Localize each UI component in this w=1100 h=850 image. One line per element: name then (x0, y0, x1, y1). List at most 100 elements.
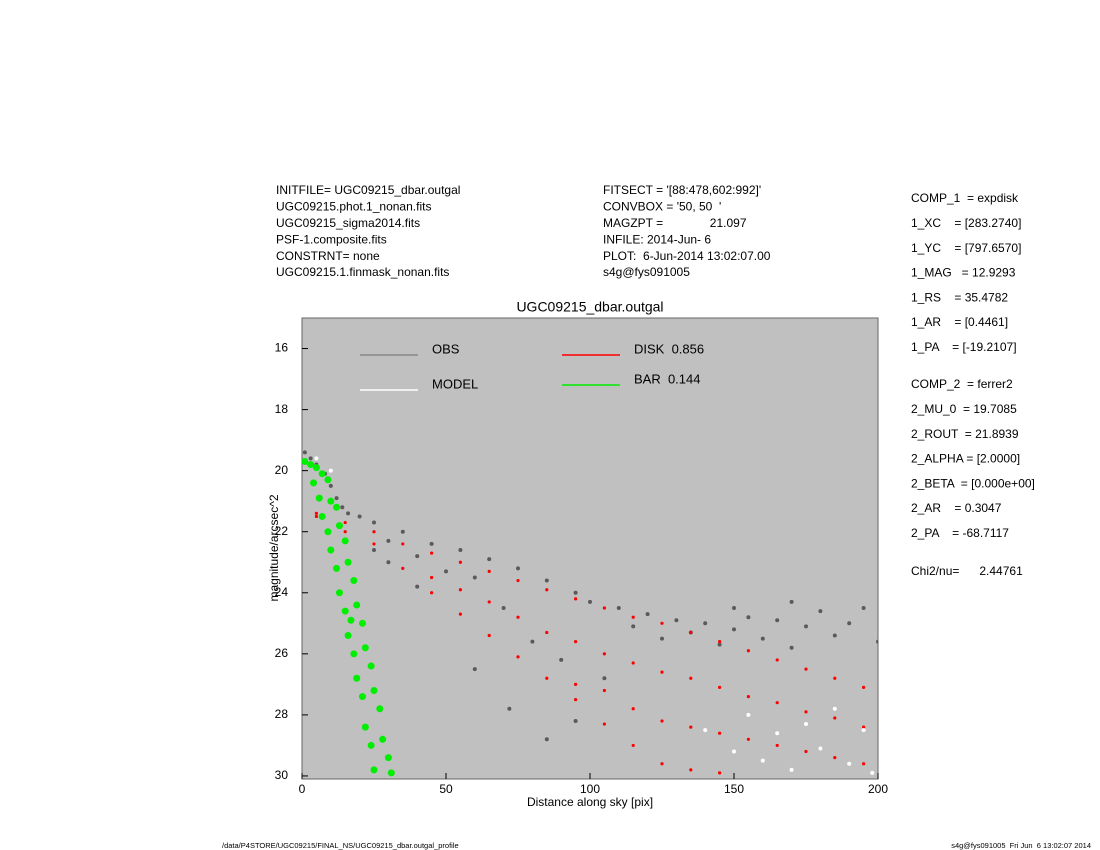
point (545, 588, 549, 592)
point (516, 566, 520, 571)
point (804, 624, 808, 629)
point (818, 746, 823, 751)
point (340, 505, 345, 510)
point (370, 766, 378, 774)
point (372, 542, 376, 546)
point (574, 698, 578, 702)
plot-area (302, 450, 878, 777)
point (372, 548, 376, 553)
point (357, 514, 362, 519)
point (333, 503, 341, 511)
point (574, 682, 578, 686)
info-middle: s4g@fys091005 (603, 265, 690, 279)
point (487, 569, 491, 573)
point (746, 615, 751, 620)
point (314, 511, 318, 515)
point (775, 743, 779, 748)
y-tick-label: 24 (275, 585, 289, 599)
x-tick-label: 150 (724, 782, 744, 796)
point (328, 483, 333, 488)
point (616, 606, 621, 611)
param: 2_PA = -68.7117 (911, 526, 1009, 540)
info-left: CONSTRNT= none (276, 249, 380, 263)
plot-background (301, 317, 879, 780)
y-tick-label: 18 (275, 402, 289, 416)
point (718, 731, 722, 735)
point (487, 600, 491, 604)
point (379, 735, 387, 743)
point (314, 514, 318, 519)
point (372, 530, 376, 534)
point (862, 725, 866, 729)
y-tick-label: 20 (275, 463, 289, 477)
point (344, 632, 352, 640)
point (324, 528, 332, 536)
point (789, 599, 794, 604)
point (746, 649, 751, 653)
chi2: Chi2/nu= 2.44761 (911, 564, 1023, 578)
x-axis-label: Distance along sky [pix] (527, 795, 653, 809)
point (324, 476, 332, 484)
info-middle: MAGZPT = 21.097 (603, 216, 747, 230)
point (384, 754, 392, 762)
point (833, 716, 837, 720)
point (544, 578, 549, 583)
param: 2_ALPHA = [2.0000] (911, 452, 1020, 466)
point (353, 601, 361, 609)
info-left: PSF-1.composite.fits (276, 232, 387, 246)
info-left: UGC09215_sigma2014.fits (276, 216, 420, 230)
y-tick-label: 30 (275, 768, 289, 782)
param: 2_AR = 0.3047 (911, 501, 1002, 515)
point (775, 618, 780, 623)
point (602, 606, 607, 610)
param: 2_ROUT = 21.8939 (911, 427, 1019, 441)
point (387, 769, 395, 777)
point (804, 667, 808, 671)
point (545, 630, 549, 635)
point (307, 461, 315, 469)
point (302, 457, 309, 465)
point (430, 575, 434, 580)
point (346, 511, 351, 516)
point (458, 612, 462, 616)
point (344, 558, 352, 566)
point (760, 758, 765, 763)
point (775, 658, 779, 662)
point (876, 639, 878, 644)
x-tick-label: 100 (580, 782, 600, 796)
point (804, 749, 808, 754)
point (645, 612, 650, 617)
y-tick-label: 22 (275, 524, 289, 538)
point (760, 636, 765, 641)
point (367, 662, 375, 670)
point (804, 722, 808, 727)
point (458, 560, 462, 564)
point (833, 676, 837, 680)
chart-title: UGC09215_dbar.outgal (516, 299, 663, 315)
point (847, 621, 852, 626)
point (347, 616, 355, 624)
footer-stamp: s4g@fys091005 Fri Jun 6 13:02:07 2014 (951, 841, 1091, 850)
point (574, 640, 578, 644)
point (501, 606, 506, 611)
point (312, 464, 320, 472)
point (689, 630, 693, 635)
point (559, 657, 564, 662)
param: 1_MAG = 12.9293 (911, 266, 1016, 280)
y-tick-label: 28 (275, 707, 289, 721)
point (472, 667, 477, 672)
point (350, 577, 358, 585)
param: 1_YC = [797.6570] (911, 241, 1021, 255)
point (861, 728, 866, 733)
point (458, 588, 462, 592)
point (314, 456, 319, 461)
point (334, 496, 339, 501)
point (361, 723, 369, 731)
point (804, 710, 808, 714)
point (370, 686, 378, 694)
param: 1_PA = [-19.2107] (911, 340, 1017, 354)
point (386, 538, 391, 543)
point (746, 694, 751, 699)
x-tick-label: 50 (439, 782, 453, 796)
